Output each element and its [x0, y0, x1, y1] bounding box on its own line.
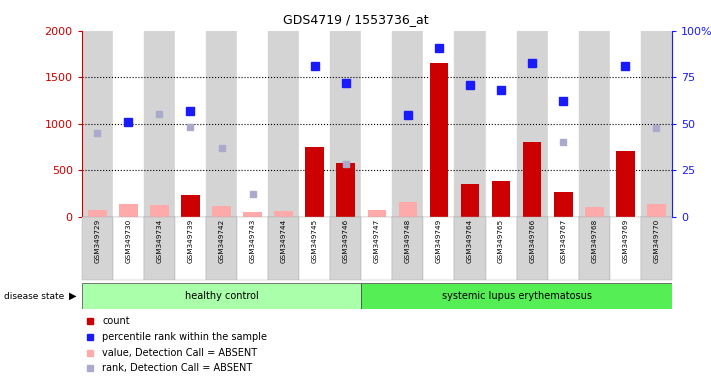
- Bar: [237, 31, 268, 217]
- Text: GSM349746: GSM349746: [343, 219, 349, 263]
- Bar: [610, 217, 641, 280]
- Bar: [486, 31, 517, 217]
- Bar: [554, 192, 572, 217]
- Bar: [424, 31, 454, 217]
- Bar: [399, 202, 417, 217]
- Text: GSM349745: GSM349745: [311, 219, 318, 263]
- Bar: [361, 31, 392, 217]
- Text: rank, Detection Call = ABSENT: rank, Detection Call = ABSENT: [102, 363, 252, 373]
- Bar: [517, 217, 547, 280]
- Text: GSM349729: GSM349729: [95, 219, 100, 263]
- Text: GSM349739: GSM349739: [188, 219, 193, 263]
- Bar: [212, 206, 231, 217]
- Bar: [175, 31, 206, 217]
- Bar: [150, 205, 169, 217]
- Bar: [454, 217, 486, 280]
- Bar: [82, 217, 113, 280]
- Text: systemic lupus erythematosus: systemic lupus erythematosus: [442, 291, 592, 301]
- Bar: [392, 217, 424, 280]
- Bar: [616, 151, 635, 217]
- Text: GSM349769: GSM349769: [622, 219, 629, 263]
- Text: GSM349734: GSM349734: [156, 219, 162, 263]
- Bar: [424, 217, 454, 280]
- Bar: [82, 283, 361, 309]
- Text: GSM349744: GSM349744: [281, 219, 287, 263]
- Bar: [144, 217, 175, 280]
- Text: GSM349748: GSM349748: [405, 219, 411, 263]
- Bar: [392, 31, 424, 217]
- Bar: [119, 204, 138, 217]
- Bar: [641, 31, 672, 217]
- Bar: [175, 217, 206, 280]
- Bar: [181, 195, 200, 217]
- Text: GSM349768: GSM349768: [592, 219, 597, 263]
- Text: GSM349765: GSM349765: [498, 219, 504, 263]
- Bar: [82, 31, 113, 217]
- Bar: [274, 211, 293, 217]
- Text: GSM349767: GSM349767: [560, 219, 566, 263]
- Bar: [610, 31, 641, 217]
- Bar: [579, 31, 610, 217]
- Text: percentile rank within the sample: percentile rank within the sample: [102, 332, 267, 342]
- Bar: [299, 31, 330, 217]
- Bar: [517, 31, 547, 217]
- Bar: [113, 31, 144, 217]
- Text: GSM349730: GSM349730: [125, 219, 132, 263]
- Bar: [206, 217, 237, 280]
- Bar: [306, 147, 324, 217]
- Text: GDS4719 / 1553736_at: GDS4719 / 1553736_at: [283, 13, 428, 26]
- Text: GSM349770: GSM349770: [653, 219, 659, 263]
- Bar: [579, 217, 610, 280]
- Bar: [647, 204, 665, 217]
- Bar: [585, 207, 604, 217]
- Text: value, Detection Call = ABSENT: value, Detection Call = ABSENT: [102, 348, 257, 358]
- Bar: [547, 217, 579, 280]
- Text: GSM349747: GSM349747: [374, 219, 380, 263]
- Bar: [336, 212, 355, 217]
- Text: GSM349743: GSM349743: [250, 219, 255, 263]
- Bar: [429, 63, 448, 217]
- Bar: [330, 31, 361, 217]
- Text: disease state: disease state: [4, 291, 64, 301]
- Bar: [461, 184, 479, 217]
- Bar: [361, 217, 392, 280]
- Bar: [523, 142, 542, 217]
- Bar: [336, 163, 355, 217]
- Bar: [243, 212, 262, 217]
- Bar: [368, 210, 386, 217]
- Bar: [237, 217, 268, 280]
- Bar: [492, 180, 510, 217]
- Bar: [299, 217, 330, 280]
- Bar: [641, 217, 672, 280]
- Text: GSM349764: GSM349764: [467, 219, 473, 263]
- Text: GSM349742: GSM349742: [218, 219, 225, 263]
- Bar: [268, 217, 299, 280]
- Bar: [361, 283, 672, 309]
- Bar: [330, 217, 361, 280]
- Bar: [486, 217, 517, 280]
- Bar: [144, 31, 175, 217]
- Text: healthy control: healthy control: [185, 291, 258, 301]
- Text: count: count: [102, 316, 130, 326]
- Bar: [113, 217, 144, 280]
- Bar: [454, 31, 486, 217]
- Bar: [547, 31, 579, 217]
- Text: GSM349749: GSM349749: [436, 219, 442, 263]
- Text: ▶: ▶: [69, 291, 77, 301]
- Bar: [268, 31, 299, 217]
- Text: GSM349766: GSM349766: [529, 219, 535, 263]
- Bar: [206, 31, 237, 217]
- Bar: [88, 210, 107, 217]
